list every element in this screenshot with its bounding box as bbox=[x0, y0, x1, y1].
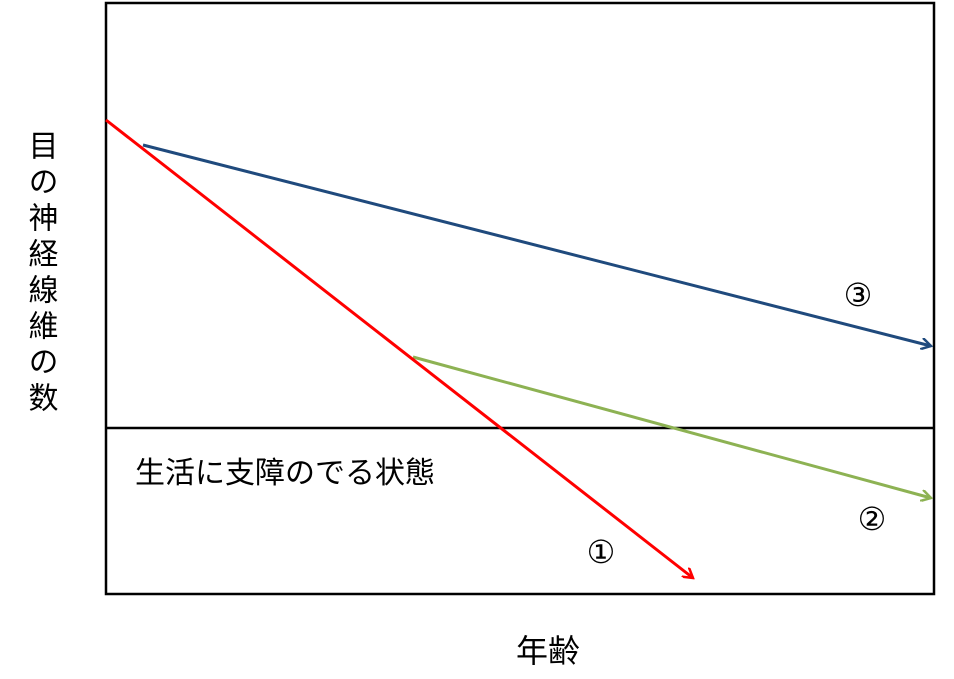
arrow-3 bbox=[142, 143, 931, 346]
region-label: 生活に支障のでる状態 bbox=[135, 456, 435, 491]
line-label: ① bbox=[587, 533, 616, 571]
line-label: ② bbox=[858, 500, 887, 538]
arrow-1 bbox=[105, 118, 693, 578]
line-label: ③ bbox=[844, 276, 873, 314]
plot-frame bbox=[104, 1, 936, 596]
y-axis-label: 目の神経線維の数 bbox=[23, 130, 59, 418]
x-axis-label: 年齢 bbox=[516, 632, 580, 670]
arrow-2 bbox=[412, 355, 931, 498]
